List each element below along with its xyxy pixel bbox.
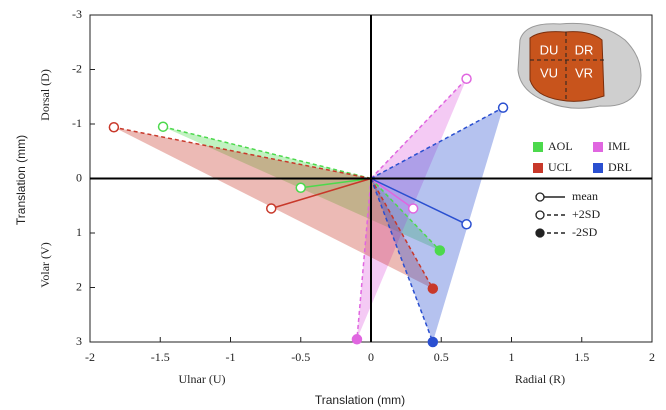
vector-line [370,178,434,343]
point [295,182,306,194]
x-tick-label: -2 [85,350,95,364]
x-annotation: Ulnar (U) [179,372,226,386]
legend-swatch [533,163,543,173]
point [461,219,472,230]
point [351,334,363,345]
vector-line [356,178,372,340]
pt-layer [108,73,509,348]
x-tick-label: -0.5 [291,350,310,364]
y-tick-label: -3 [72,7,82,21]
legend-swatch [533,142,543,152]
legend-label: -2SD [572,225,598,239]
legend-label: UCL [548,160,572,174]
legend-label: DRL [608,160,632,174]
point [434,245,446,256]
inset-label: VR [575,65,593,80]
x-tick-label: 1 [509,350,515,364]
point [407,203,419,214]
vector-line [370,178,434,289]
y-tick-label: 3 [76,334,82,348]
spread-area [371,107,504,343]
y-axis-label: Translation (mm) [14,135,28,225]
point [108,122,120,133]
legend-marker [535,210,545,220]
y-tick-label: 0 [76,170,82,184]
inset-facet [529,31,605,102]
legend-label: IML [608,139,630,153]
inset: DU DR VU VR [517,22,642,109]
point [265,203,277,214]
legend-swatch [593,163,603,173]
vector-line [271,177,372,210]
legend-label: +2SD [572,207,600,221]
vector-line [370,78,468,180]
vector-line [300,177,372,189]
x-tick-label: 0 [368,350,374,364]
x-tick-label: 2 [649,350,655,364]
legend-swatch [593,142,603,152]
y-annotation: Dorsal (D) [38,69,52,121]
legend-marker [535,192,545,202]
point [157,121,169,132]
vector-line [370,106,504,180]
area-layer [113,78,504,343]
y-tick-label: 2 [76,279,82,293]
y-annotation: Volar (V) [38,242,52,287]
vector-line [370,177,467,225]
legend-label: AOL [548,139,573,153]
inset-label: VU [540,65,558,80]
x-annotation: Radial (R) [515,372,565,386]
x-tick-label: 0.5 [434,350,449,364]
y-tick-label: 1 [76,225,82,239]
plot: -2 -1.5 -1 -0.5 0 0.5 1 1.5 2 -3 -2 -1 0 1 2 3 AOL IML UCL… [72,7,655,364]
point [427,336,439,348]
inset-label: DU [540,42,559,57]
x-tick-label: -1 [226,350,236,364]
point [497,102,509,113]
vector-line [162,125,372,180]
inset-label: DR [575,42,594,57]
legend-marker [535,228,545,238]
vector-line [370,177,441,251]
point [461,73,472,85]
y-tick-label: -2 [72,61,82,75]
point [427,283,439,294]
line-layer [113,78,504,343]
y-tick-label: -1 [72,116,82,130]
legend-label: mean [572,189,598,203]
x-axis-label: Translation (mm) [315,393,405,407]
x-tick-label: -1.5 [151,350,170,364]
vector-line [370,177,414,210]
x-tick-label: 1.5 [574,350,589,364]
vector-line [113,126,372,180]
